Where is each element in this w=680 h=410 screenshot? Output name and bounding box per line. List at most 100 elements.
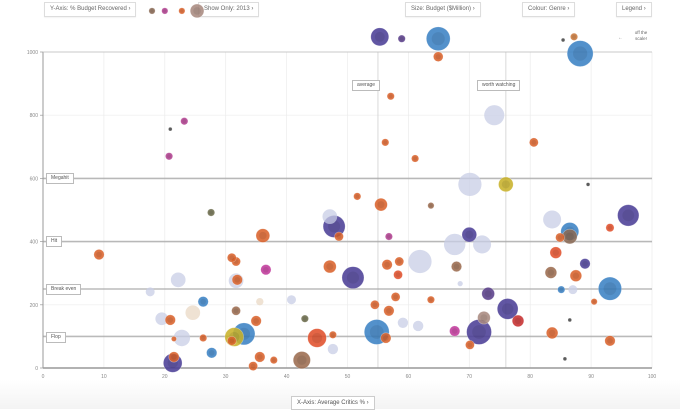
movie-bubble [394,256,405,267]
x-tick-label: 100 [648,374,657,380]
movie-bubble [390,292,401,302]
x-tick-label: 50 [345,374,351,380]
band-label-flop: Flop [46,332,66,343]
movie-bubble [178,7,186,15]
movie-bubble-core [297,355,307,365]
movie-bubble [585,182,591,187]
y-tick-label: 600 [30,176,39,182]
movie-bubble-core [346,271,360,284]
movie-bubble [473,235,492,254]
movie-bubble [380,332,392,344]
movie-bubble [579,258,591,270]
x-tick-label: 10 [101,374,107,380]
movie-bubble [161,7,169,15]
movie-bubble [148,7,156,15]
size-selector[interactable]: Size: Budget ($Million) › [405,2,481,17]
movie-bubble [461,226,477,243]
movie-bubble [189,3,205,19]
movie-bubble [546,326,559,340]
movie-bubble [477,311,491,325]
movie-bubble-core [465,230,474,239]
y-tick-label: 1000 [27,50,38,56]
movie-bubble [605,223,615,233]
band-label-break-even: Break even [46,284,82,295]
movie-bubble-core [582,260,588,267]
movie-bubble-core [484,290,492,298]
movie-bubble [180,117,189,126]
movie-bubble-core [383,140,388,145]
movie-bubble [353,192,362,201]
movie-bubble-core [229,338,235,344]
movie-bubble [260,264,272,276]
movie-bubble-core [413,156,418,161]
movie-bubble-core [472,325,486,339]
movie-bubble [93,249,105,261]
movie-bubble-core [607,337,613,344]
movie-bubble-core [302,316,307,321]
movie-bubble [269,356,278,365]
movie-bubble-core [259,231,267,240]
movie-bubble-core [565,232,574,241]
movie-bubble [411,154,420,163]
movie-bubble-core [229,255,235,261]
x-tick-label: 0 [42,374,45,380]
movie-bubble-core [480,314,488,322]
movie-bubble-core [386,234,391,239]
movie-bubble [570,32,579,41]
movie-bubble [370,299,380,310]
x-tick-label: 70 [467,374,473,380]
movie-bubble [384,232,393,241]
movie-bubble [496,298,519,320]
movie-bubble-core [171,354,177,360]
worth-watching-line-label: worth watching [477,80,521,91]
movie-bubble [498,176,514,193]
movie-bubble-core [467,342,473,348]
movie-bubble-core [603,282,617,296]
movie-bubble [370,27,390,47]
y-tick-label: 800 [30,113,39,119]
x-tick-label: 40 [284,374,290,380]
movie-bubble [598,276,622,301]
movie-bubble-core [431,32,445,46]
movie-bubble-core [429,203,433,208]
movie-bubble-core [607,225,613,230]
movie-bubble [386,92,395,101]
y-tick-label: 400 [30,240,39,246]
movie-bubble [341,266,365,289]
x-axis-selector[interactable]: X-Axis: Average Critics % › [291,396,375,410]
movie-bubble [457,281,463,287]
movie-bubble [170,272,186,288]
movie-bubble [292,351,311,370]
movie-bubble-core [501,180,510,189]
movie-bubble-core [547,269,555,276]
movie-bubble [481,287,495,301]
movie-bubble-core [180,9,184,13]
movie-bubble [322,209,338,224]
movie-bubble [566,40,594,67]
movie-bubble-core [326,263,334,271]
movie-bubble-core [369,325,384,339]
movie-bubble [226,252,237,263]
movie-bubble [569,269,582,282]
movie-bubble [226,336,237,346]
movie-bubble-core [514,317,522,325]
movie-bubble-core [572,272,580,279]
movie-bubble [397,317,409,329]
movie-bubble [168,126,173,132]
movie-bubble [255,228,271,243]
show-only-selector[interactable]: Show Only: 2013 › [198,2,260,17]
colour-selector[interactable]: Colour: Genre › [522,2,576,17]
y-axis-selector[interactable]: Y-Axis: % Budget Recovered › [44,2,137,17]
movie-bubble-core [263,266,269,273]
movie-bubble [383,305,395,317]
movie-bubble [254,351,266,363]
movie-bubble-core [374,31,385,42]
movie-bubble [567,317,572,323]
movie-bubble-core [531,139,537,145]
movie-bubble [168,351,180,363]
x-tick-label: 90 [588,374,594,380]
movie-bubble-core [330,332,335,337]
movie-bubble [426,26,451,51]
movie-bubble-core [167,317,174,323]
legend-button[interactable]: Legend › [616,2,652,17]
